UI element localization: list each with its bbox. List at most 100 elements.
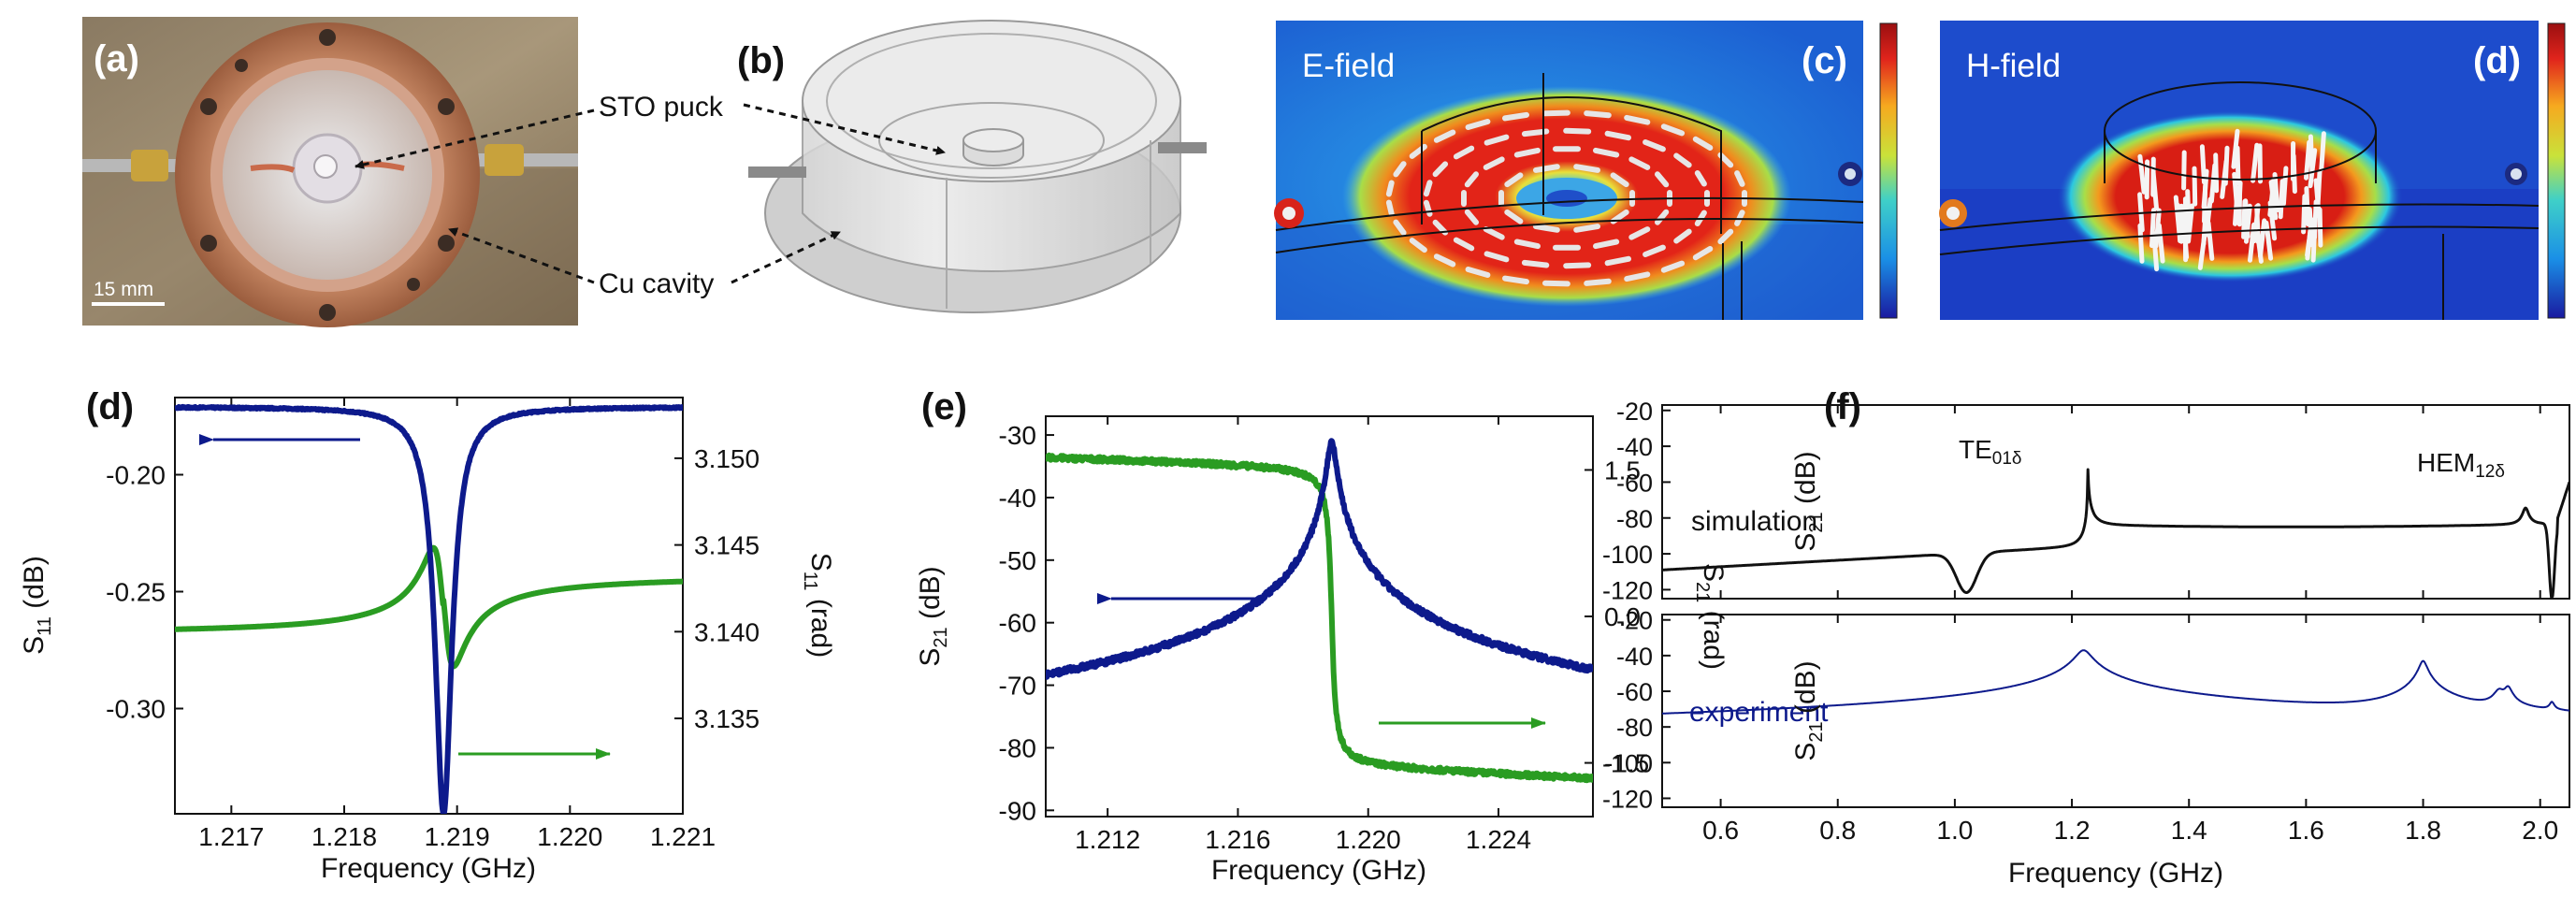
y-tick-label: -80 xyxy=(1616,714,1653,742)
cavity-top xyxy=(802,20,1181,182)
x-tick-label: 1.217 xyxy=(198,822,264,851)
chart-e-yticks: -30 -40 -50 -60 -70 -80 -90 xyxy=(999,421,1054,825)
efield-arrow xyxy=(1624,114,1651,125)
hfield-arrow xyxy=(2250,142,2260,183)
hfield-arrow xyxy=(2319,131,2326,172)
cavity-arrow-right xyxy=(731,230,841,284)
efield-arrow xyxy=(1673,228,1692,244)
hfield-arrow xyxy=(2231,128,2240,169)
chart-f-top-frame xyxy=(1661,404,2570,600)
efield-arrow xyxy=(1533,164,1560,173)
efield-arrow xyxy=(1502,275,1529,285)
efield-arrow xyxy=(1483,226,1505,240)
efield-arrow xyxy=(1533,224,1560,233)
right-port xyxy=(1158,142,1207,153)
chart-f-top-ylabel: S21 (dB) xyxy=(1790,451,1827,551)
efield-arrow xyxy=(1655,171,1670,188)
efield-arrow xyxy=(1628,156,1651,170)
efield-arrow xyxy=(1385,199,1395,217)
hfield-arrow xyxy=(2258,218,2267,259)
hfield-arrow xyxy=(2201,168,2209,210)
efield-arrow xyxy=(1643,139,1666,152)
efield-arrow xyxy=(1692,136,1714,151)
efield-arrow xyxy=(1483,251,1510,263)
chart-e-y2label: S21 (rad) xyxy=(1692,563,1729,670)
y-tick-label: -90 xyxy=(999,796,1036,825)
y-tick-label: 0.0 xyxy=(1604,602,1641,631)
chart-d-series-magnitude xyxy=(175,403,683,814)
efield-arrow xyxy=(1432,219,1449,236)
y-tick-label: -60 xyxy=(1616,469,1653,497)
efield-arrow xyxy=(1542,280,1570,287)
panel-a-photo: 15 mm (a) xyxy=(82,17,578,327)
panel-c-efield: E-field (c) xyxy=(1274,21,1898,320)
cavity-arrow-left xyxy=(448,227,595,284)
panel-label-f: (f) xyxy=(1824,386,1861,427)
hfield-arrow xyxy=(2137,153,2147,195)
hfield-arrow xyxy=(2308,148,2318,189)
chart-e-ylabel: S21 (dB) xyxy=(915,566,951,666)
efield-arrow xyxy=(1734,210,1745,226)
y-tick-label: -0.20 xyxy=(106,461,166,490)
chart-e: (e) 1.212 1.216 1.220 1.224 -30 -40 -50 -60 -70… xyxy=(915,386,1729,886)
hfield-arrow xyxy=(2181,150,2187,191)
efield-arrow xyxy=(1393,219,1407,236)
efield-arrow xyxy=(1628,226,1651,240)
efield-arrow xyxy=(1734,170,1745,187)
y-tick-label: 3.135 xyxy=(694,704,760,733)
hfield-arrow xyxy=(2149,208,2156,249)
efield-arrow xyxy=(1643,244,1666,257)
efield-arrow xyxy=(1483,156,1505,170)
hfield-arrow xyxy=(2251,203,2261,244)
hfield-arrow xyxy=(2197,229,2207,270)
efield-arrow xyxy=(1673,152,1692,168)
efield-arrow xyxy=(1504,172,1524,188)
y-tick-label: 1.5 xyxy=(1604,456,1641,485)
chart-d-y2ticks: 3.150 3.145 3.140 3.135 xyxy=(674,444,760,733)
y-tick-label: -120 xyxy=(1602,785,1653,813)
x-tick-label: 1.0 xyxy=(1936,816,1973,845)
puck-arrow-right xyxy=(743,103,946,155)
y-tick-label: 3.145 xyxy=(694,531,760,560)
chart-e-frame xyxy=(1045,415,1594,818)
hfield-arrow xyxy=(2233,185,2240,226)
panel-label-d: (d) xyxy=(86,386,134,427)
panel-label-a: (a) xyxy=(94,38,139,80)
chart-f: (f) 0.6 0.8 1.0 1.2 1.4 1.6 1.8 2.0 -20 -40 -60 -8… xyxy=(1602,386,2570,889)
efield-arrow xyxy=(1694,170,1707,187)
hfield-arrow xyxy=(2257,143,2263,184)
x-tick-label: 0.6 xyxy=(1702,816,1739,845)
y-tick-label: -30 xyxy=(999,421,1036,450)
chart-d-xlabel: Frequency (GHz) xyxy=(321,853,536,884)
efield-arrow xyxy=(1563,127,1592,135)
chart-f-simulation-label: simulation xyxy=(1691,506,1817,537)
chart-f-series-experiment xyxy=(1662,649,2569,715)
hfield-arrow xyxy=(2213,152,2220,194)
efield-arrow xyxy=(1393,161,1407,178)
y-tick-label: -1.5 xyxy=(1604,749,1649,778)
hfield-arrow xyxy=(2182,196,2189,238)
efield-arrow xyxy=(1423,180,1433,197)
efield-arrow xyxy=(1385,180,1395,197)
efield-arrow xyxy=(1464,209,1479,225)
efield-arrow xyxy=(1542,109,1570,117)
y-tick-label: 3.150 xyxy=(694,444,760,473)
efield-arrows xyxy=(1385,109,1747,287)
hfield-colorbar xyxy=(2547,22,2566,319)
chart-d-ylabel: S11 (dB) xyxy=(19,556,55,655)
efield-arrow xyxy=(1573,164,1600,173)
chart-d: (d) 1.217 1.218 1.219 1.220 1.221 -0.20 -0.25… xyxy=(19,386,836,884)
hfield-arrow xyxy=(2272,172,2280,212)
efield-arrow xyxy=(1584,278,1612,286)
chart-f-mode1-label: TE01δ xyxy=(1959,435,2022,469)
efield-arrow xyxy=(1513,239,1541,250)
y-tick-label: -50 xyxy=(999,546,1036,575)
hfield-arrow xyxy=(2186,203,2194,244)
y-tick-label: -60 xyxy=(1616,678,1653,706)
efield-arrow xyxy=(1692,246,1714,261)
x-tick-label: 1.2 xyxy=(2054,816,2091,845)
y-tick-label: -80 xyxy=(1616,505,1653,533)
hfield-arrow xyxy=(2153,208,2162,249)
efield-arrow xyxy=(1453,237,1475,252)
